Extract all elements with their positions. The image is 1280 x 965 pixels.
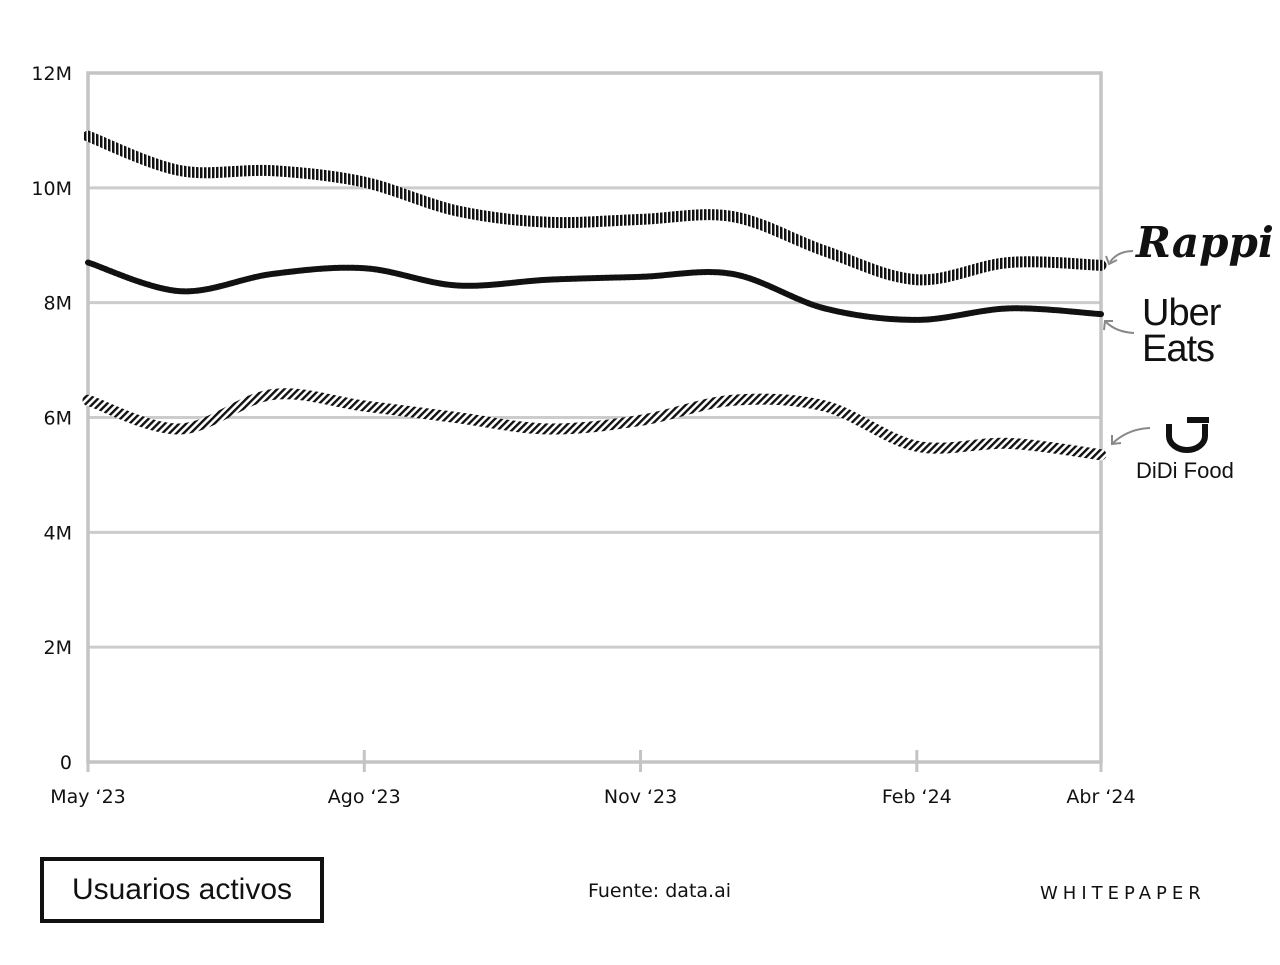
rappi-arrowhead [1105, 255, 1118, 266]
didifood-arrow [1112, 427, 1151, 444]
ubereats-logo-text-eats: Eats [1142, 328, 1214, 370]
legend-title-box: Usuarios activos [40, 857, 324, 923]
x-tick-label: Abr ‘24 [1066, 786, 1135, 808]
x-tick-label: Nov ‘23 [604, 786, 677, 808]
publisher-wordmark: WHITEPAPER [1040, 883, 1206, 904]
y-tick-label: 12M [31, 63, 72, 85]
rappi-logo-text: Rappi [1135, 218, 1274, 267]
tick-labels: 0 2M 4M 6M 8M 10M 12M May ‘23 Ago ‘23 Nov ‘23 Feb … [31, 63, 1135, 808]
rappi-arrow [1109, 250, 1134, 263]
y-tick-label: 10M [31, 178, 72, 200]
rappi-series-label: Rappi [1105, 218, 1274, 267]
legend-title: Usuarios activos [71, 873, 293, 906]
x-tick-label: Feb ‘24 [882, 786, 952, 808]
rappi-line [82, 130, 1107, 286]
series-lines [82, 130, 1107, 461]
y-tick-label: 6M [44, 408, 72, 430]
ubereats-arrowhead [1103, 320, 1113, 331]
ubereats-series-label: Uber Eats [1103, 292, 1223, 370]
y-tick-label: 2M [44, 637, 72, 659]
grid-lines [88, 186, 1101, 649]
didifood-line [82, 388, 1107, 461]
y-tick-label: 8M [44, 293, 72, 315]
x-tick-label: May ‘23 [50, 786, 126, 808]
didifood-series-label: DiDi Food [1111, 417, 1234, 483]
x-tick-label: Ago ‘23 [328, 786, 401, 808]
didifood-logo-text: DiDi Food [1136, 458, 1234, 483]
ubereats-line [85, 259, 1104, 323]
y-tick-label: 0 [60, 752, 72, 774]
didi-logo-icon [1166, 424, 1208, 453]
axes [86, 71, 1103, 772]
y-tick-label: 4M [44, 522, 72, 544]
ubereats-logo-text-uber: Uber [1142, 292, 1222, 334]
source-note: Fuente: data.ai [588, 880, 732, 902]
plot-frame [86, 71, 1103, 764]
didifood-arrowhead [1111, 435, 1122, 446]
ubereats-arrow [1105, 321, 1135, 334]
